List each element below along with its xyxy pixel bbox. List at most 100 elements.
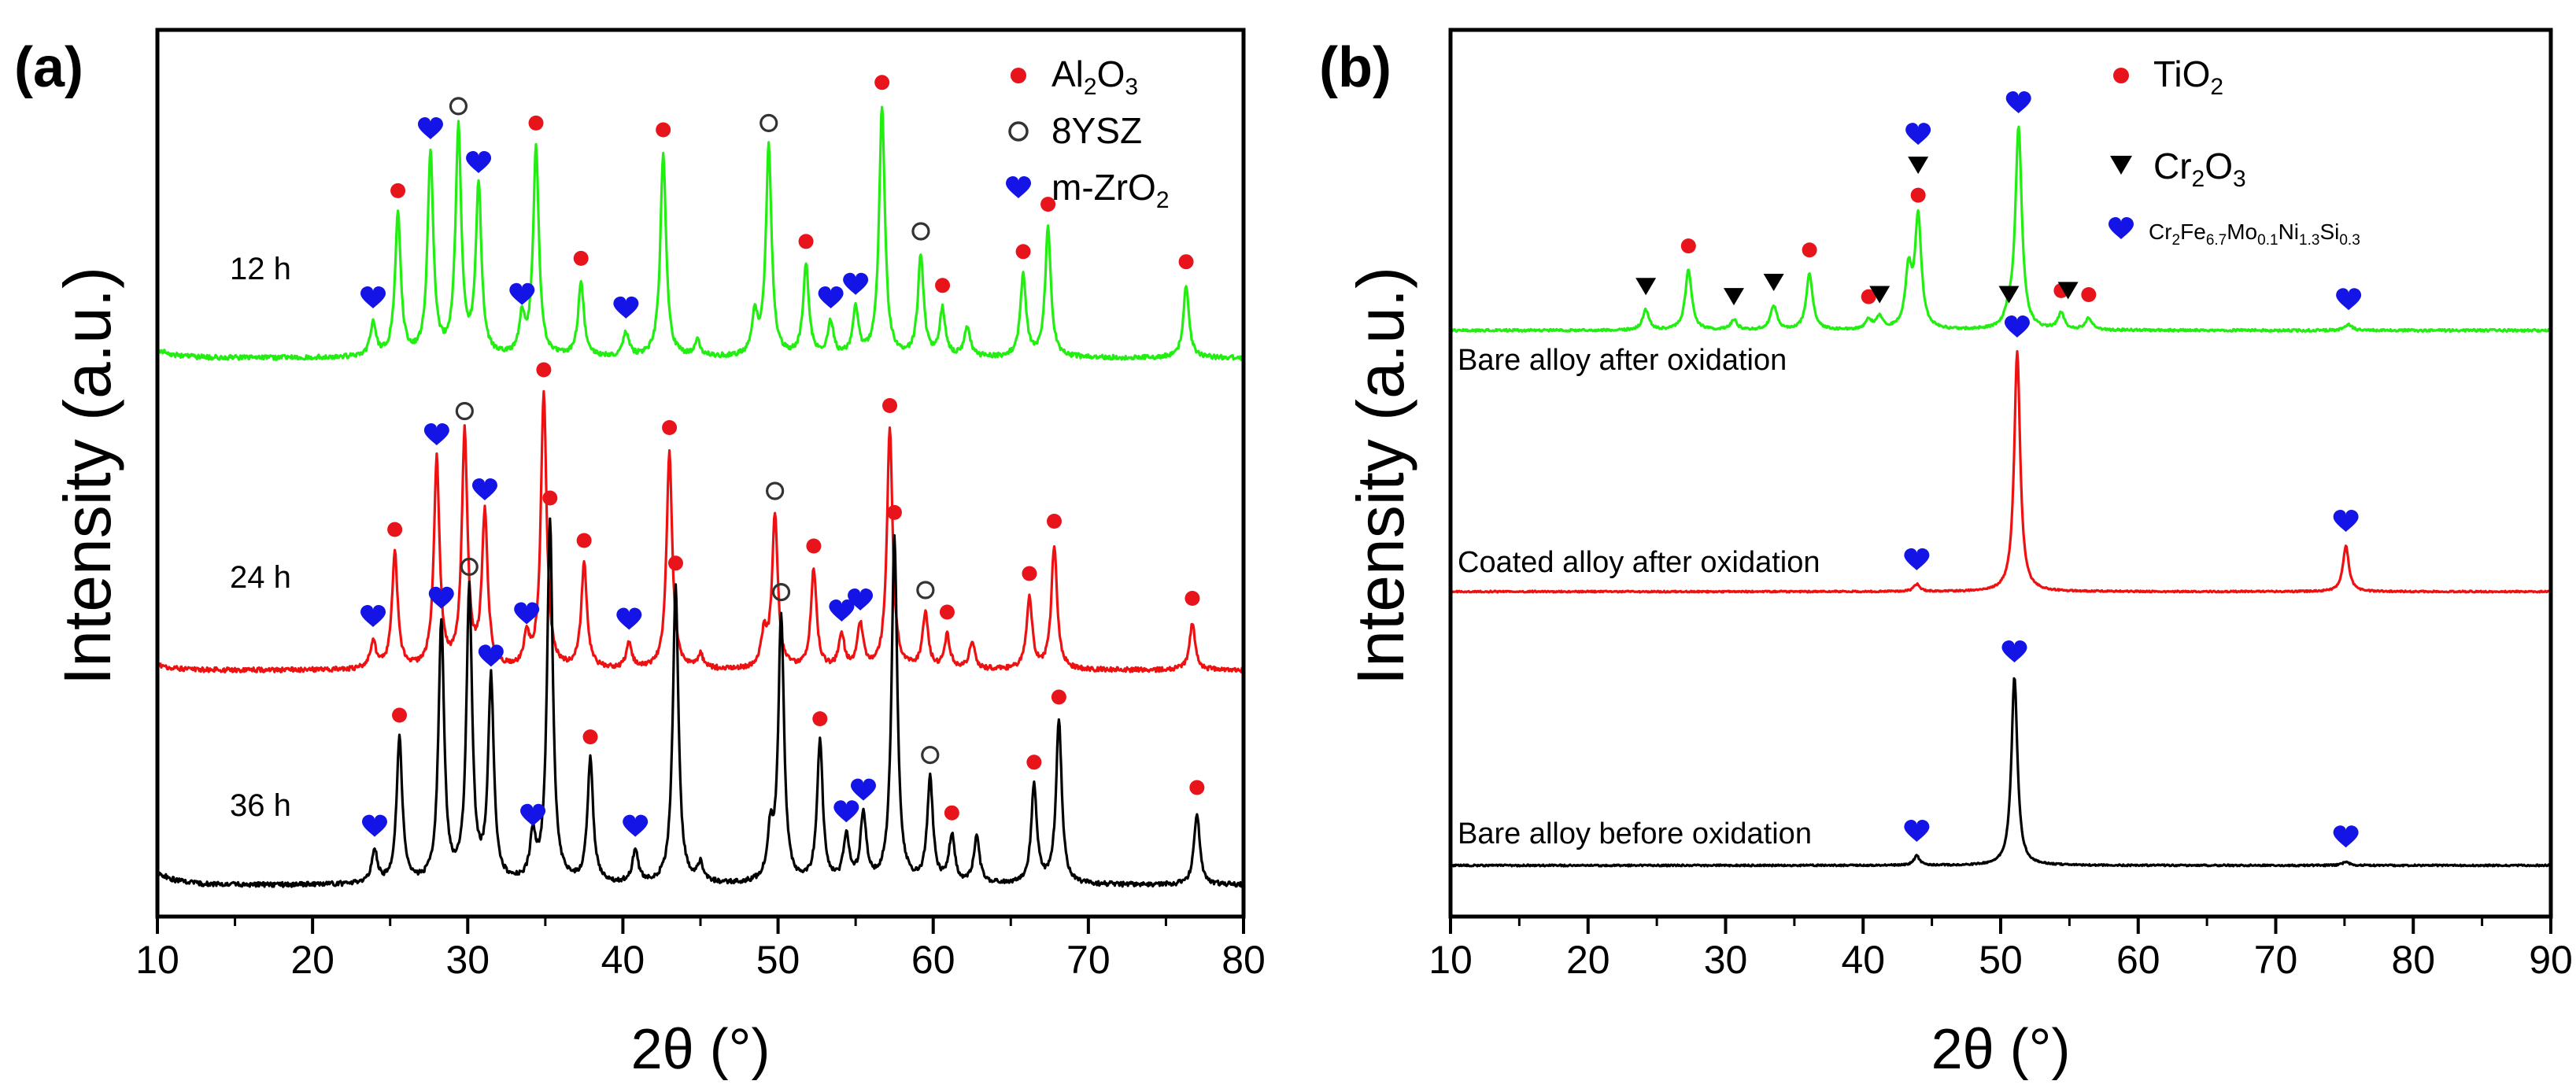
- panel-a: (a) 12 h 24 h 36 h 10 20 30 40 50 60 70 80 2θ (…: [14, 28, 1266, 1081]
- marker-mzro2-28.0-heart-icon: [423, 423, 449, 445]
- marker-al2o3-52.7: [812, 711, 828, 727]
- marker-al2o3-65.8: [1015, 244, 1031, 260]
- xrd-trace-36-h: [156, 517, 1245, 888]
- legend-cr2o3-triangle: [2110, 156, 2132, 175]
- marker-cr2o3-54.9: [2057, 282, 2079, 300]
- marker-cr2o3-24.2: [1635, 278, 1657, 296]
- xrd-trace-bare-alloy-before-oxidation: [1449, 677, 2552, 868]
- xrd-trace-12-h: [156, 105, 1245, 361]
- marker-mzro2-23.9-heart-icon: [360, 605, 386, 627]
- marker-al2o3-57.5: [886, 504, 902, 520]
- marker-al2o3-37.9: [582, 729, 598, 745]
- marker-cr2o3-50.6: [1998, 286, 2020, 304]
- x-tick-label-70: 70: [1066, 938, 1111, 982]
- marker-mzro2-23.9-heart-icon: [360, 286, 386, 308]
- marker-mzro2-40.4-heart-icon: [616, 607, 642, 630]
- marker-mzro2-27.6-heart-icon: [417, 117, 443, 139]
- panel-b-y-axis-label: Intensity (a.u.): [1343, 267, 1417, 685]
- marker-al2o3-35.3: [542, 490, 558, 506]
- trace-label-24h: 24 h: [230, 560, 291, 595]
- panel-a-label: (a): [14, 36, 83, 99]
- marker-8ysz-29.8: [455, 401, 474, 421]
- panel-b-legend: TiO2 Cr2O3 Cr2Fe6.7Mo0.1Ni1.3Si0.3: [2108, 53, 2360, 249]
- marker-al2o3-51.8: [798, 234, 814, 249]
- panel-b-markers: [1635, 91, 2362, 848]
- x-tick-label-30: 30: [445, 938, 490, 982]
- legend-mzro2-heart-icon: [1006, 176, 1031, 198]
- panel-b: (b) Bare alloy after oxidation Coated al…: [1319, 28, 2573, 1081]
- marker-al2o3-25.6: [392, 707, 408, 723]
- marker-al2o3-57.2: [882, 398, 898, 413]
- x-tick-label-10: 10: [135, 938, 179, 982]
- marker-mzro2-55.5-heart-icon: [851, 778, 876, 801]
- marker-al2o3-77.0: [1189, 780, 1205, 795]
- marker-al2o3-67.4: [1040, 197, 1056, 212]
- legend-tio2-label: TiO2: [2153, 53, 2223, 100]
- marker-al2o3-60.9: [939, 604, 955, 620]
- legend-tio2-dot: [2113, 68, 2129, 83]
- marker-mzro2-30.7-heart-icon: [466, 151, 492, 173]
- panel-a-x-axis-label: 2θ (°): [631, 1018, 771, 1081]
- marker-8ysz-49.4: [759, 113, 778, 132]
- marker-al2o3-56.7: [874, 75, 890, 90]
- panel-b-trace-labels: Bare alloy after oxidation Coated alloy …: [1458, 344, 1820, 850]
- legend-mzro2-label: m-ZrO2: [1051, 167, 1170, 213]
- marker-al2o3-25.5: [390, 183, 406, 198]
- marker-tio2-27.3: [1680, 238, 1696, 254]
- x-tick-label-20: 20: [1566, 938, 1610, 982]
- marker-8ysz-50.2: [771, 582, 791, 602]
- marker-al2o3-67.8: [1046, 514, 1062, 529]
- marker-8ysz-49.8: [766, 481, 785, 500]
- marker-cr2fe67mo01ni13si03-51.2-heart-icon: [2004, 315, 2030, 338]
- marker-cr2fe67mo01ni13si03-51.0-heart-icon: [2001, 640, 2027, 662]
- marker-8ysz-59.2: [911, 222, 930, 241]
- trace-label-coated-after: Coated alloy after oxidation: [1458, 546, 1820, 579]
- panel-b-x-axis-label: 2θ (°): [1931, 1018, 2071, 1081]
- panel-a-y-axis-label: Intensity (a.u.): [50, 267, 124, 685]
- marker-cr2fe67mo01ni13si03-75.3-heart-icon: [2336, 288, 2362, 311]
- trace-label-bare-before: Bare alloy before oxidation: [1458, 817, 1812, 850]
- marker-8ysz-29.4: [449, 97, 468, 116]
- marker-tio2-40.4: [1861, 289, 1876, 304]
- x-tick-label-10: 10: [1428, 938, 1473, 982]
- marker-al2o3-43.0: [662, 420, 678, 435]
- panel-a-plot-frame: [155, 28, 1246, 919]
- legend-cr2o3-label: Cr2O3: [2153, 146, 2246, 192]
- marker-al2o3-34.9: [536, 362, 552, 378]
- panel-a-x-ticks: 10 20 30 40 50 60 70 80: [135, 917, 1266, 982]
- marker-8ysz-59.5: [916, 581, 935, 599]
- x-tick-label-60: 60: [911, 938, 955, 982]
- marker-al2o3-37.5: [576, 533, 592, 548]
- marker-tio2-56.4: [2081, 287, 2097, 303]
- marker-cr2fe67mo01ni13si03-43.9-heart-icon: [1904, 548, 1930, 570]
- panel-b-label: (b): [1319, 36, 1391, 99]
- marker-al2o3-37.3: [573, 250, 589, 266]
- x-tick-label-70: 70: [2254, 938, 2298, 982]
- marker-mzro2-54.4-heart-icon: [833, 800, 859, 823]
- legend-alloy-label: Cr2Fe6.7Mo0.1Ni1.3Si0.3: [2149, 220, 2360, 249]
- marker-cr2fe67mo01ni13si03-43.9-heart-icon: [1904, 820, 1930, 842]
- marker-al2o3-76.3: [1178, 254, 1194, 270]
- legend-8ysz-circle: [1008, 121, 1029, 142]
- marker-mzro2-31.5-heart-icon: [478, 644, 504, 667]
- panel-b-plot-frame: [1448, 28, 2553, 919]
- marker-al2o3-68.1: [1051, 689, 1066, 705]
- legend-alloy-heart-icon: [2108, 217, 2134, 239]
- marker-cr2o3-33.5: [1763, 274, 1784, 292]
- marker-al2o3-66.5: [1026, 754, 1042, 770]
- marker-cr2o3-44.0: [1908, 157, 1929, 175]
- marker-al2o3-42.6: [656, 122, 671, 138]
- x-tick-label-20: 20: [290, 938, 334, 982]
- marker-al2o3-52.3: [806, 538, 822, 554]
- panel-a-traces: [156, 105, 1245, 888]
- marker-cr2fe67mo01ni13si03-51.3-heart-icon: [2005, 91, 2031, 113]
- trace-label-bare-after: Bare alloy after oxidation: [1458, 344, 1787, 377]
- marker-tio2-36.1: [1802, 242, 1817, 258]
- marker-al2o3-66.2: [1022, 566, 1037, 581]
- x-tick-label-60: 60: [2116, 938, 2160, 982]
- x-tick-label-50: 50: [1979, 938, 2023, 982]
- legend-al2o3-label: Al2O3: [1051, 53, 1138, 100]
- marker-al2o3-60.6: [935, 278, 951, 293]
- marker-mzro2-31.1-heart-icon: [471, 478, 497, 500]
